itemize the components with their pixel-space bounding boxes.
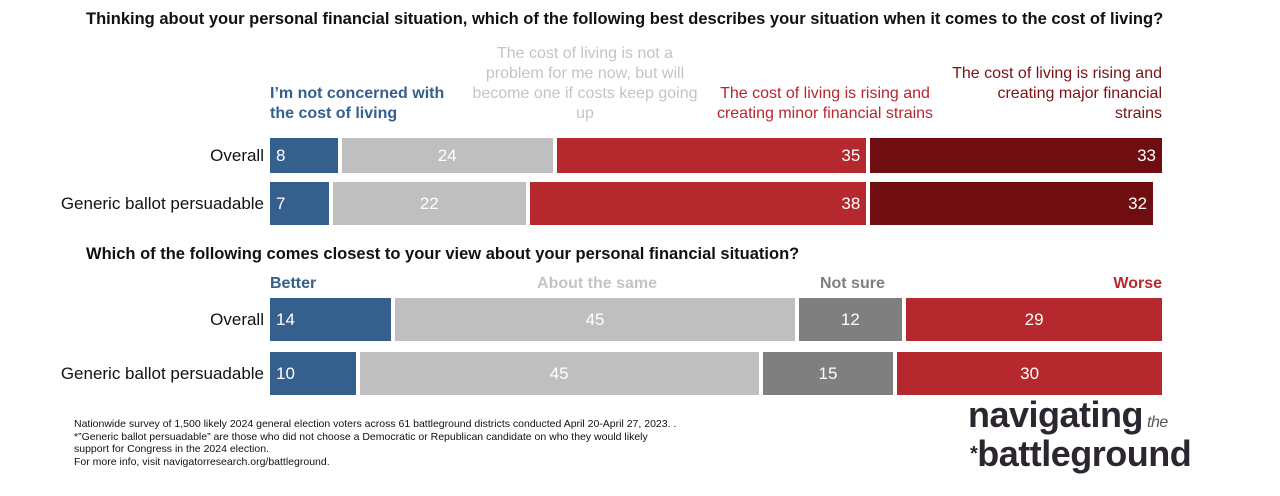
legend-label: Worse [1113, 275, 1162, 292]
bar-segment: 22 [332, 182, 526, 225]
category-label: Overall [210, 309, 264, 329]
footnote-line: support for Congress in the 2024 electio… [74, 443, 269, 455]
bar-segment: 8 [270, 138, 338, 173]
footnote-line: Nationwide survey of 1,500 likely 2024 g… [74, 418, 677, 430]
chart1-title: Thinking about your personal financial s… [86, 10, 1164, 28]
bar-segment: 35 [556, 138, 867, 173]
data-label: 45 [549, 363, 569, 383]
data-label: 45 [585, 309, 605, 329]
category-label: Generic ballot persuadable [60, 363, 264, 383]
bar-segment: 10 [270, 352, 356, 395]
data-label: 10 [276, 363, 295, 383]
legend-label: Better [270, 275, 317, 292]
bar-segment: 29 [906, 298, 1162, 341]
legend-label: I’m not concerned with the cost of livin… [270, 85, 445, 122]
data-label: 8 [276, 145, 286, 165]
data-label: 14 [276, 309, 295, 329]
bar-segment: 32 [870, 182, 1154, 225]
bar-segment: 45 [395, 298, 795, 341]
footnote-line: *”Generic ballot persuadable” are those … [74, 430, 648, 443]
data-label: 32 [1128, 193, 1148, 213]
legend-label: Not sure [819, 275, 885, 292]
legend-label: The cost of living is rising and creatin… [952, 65, 1162, 122]
category-label: Overall [210, 145, 264, 165]
category-label: Generic ballot persuadable [60, 193, 264, 213]
logo-word: navigating [968, 394, 1144, 435]
bar-segment: 45 [359, 352, 759, 395]
footnote: Nationwide survey of 1,500 likely 2024 g… [74, 418, 676, 468]
bar-segment: 38 [529, 182, 867, 225]
data-label: 22 [419, 193, 439, 213]
data-label: 33 [1137, 145, 1156, 165]
data-label: 7 [276, 193, 286, 213]
bar-segment: 12 [798, 298, 903, 341]
data-label: 29 [1024, 309, 1044, 329]
navigating-battleground-logo: navigating the *battleground [968, 397, 1192, 472]
bar-segment: 33 [870, 138, 1162, 173]
data-label: 12 [840, 309, 860, 329]
data-label: 24 [437, 145, 457, 165]
data-label: 15 [818, 363, 838, 383]
legend-label: The cost of living is not a problem for … [472, 45, 698, 122]
chart2-title: Which of the following comes closest to … [86, 245, 800, 263]
logo-star: * [970, 443, 978, 465]
bar-segment: 7 [270, 182, 329, 225]
bar-segment: 15 [762, 352, 894, 395]
footnote-line: For more info, visit navigatorresearch.o… [74, 455, 330, 468]
bar-segment: 14 [270, 298, 392, 341]
bar-segment: 30 [897, 352, 1162, 395]
data-label: 38 [841, 193, 861, 213]
data-label: 30 [1020, 363, 1040, 383]
bar-segment: 24 [341, 138, 553, 173]
logo-word: battleground [977, 433, 1192, 474]
data-label: 35 [841, 145, 861, 165]
logo-the: the [1147, 414, 1168, 431]
legend-label: The cost of living is rising and creatin… [716, 85, 934, 122]
legend-label: About the same [537, 275, 658, 292]
